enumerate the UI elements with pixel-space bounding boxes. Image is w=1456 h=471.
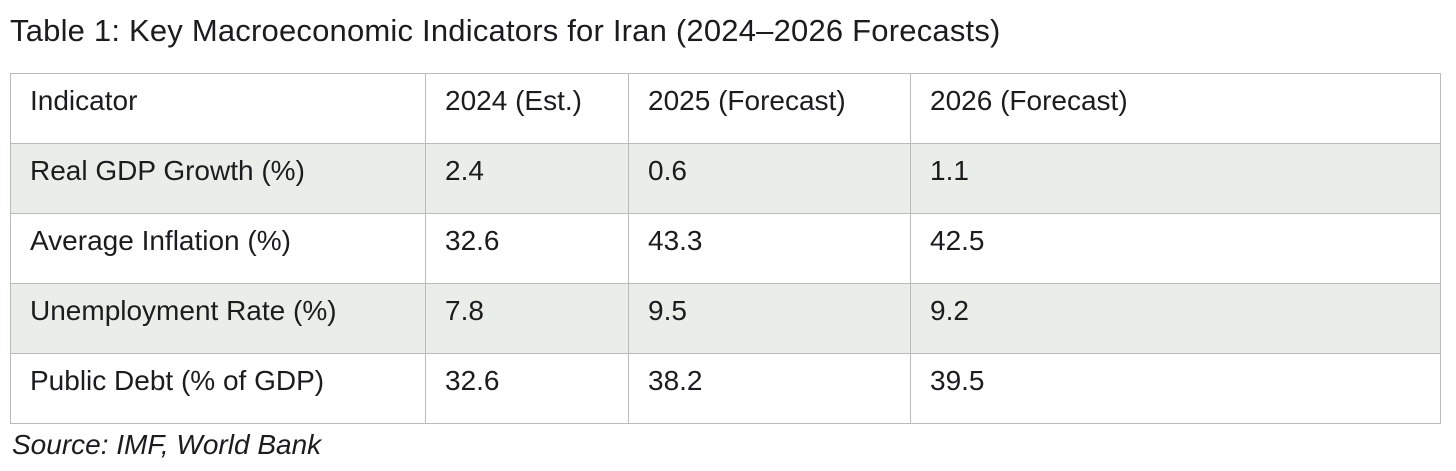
cell-indicator-label: Public Debt (% of GDP) [10,353,426,424]
cell-value-2026: 39.5 [910,353,1441,424]
cell-value-2026: 1.1 [910,143,1441,214]
column-header-2024: 2024 (Est.) [425,73,629,144]
table-row-real-gdp-growth: Real GDP Growth (%) 2.4 0.6 1.1 [10,143,1441,214]
cell-value-2025: 0.6 [628,143,911,214]
cell-indicator-label: Average Inflation (%) [10,213,426,284]
column-header-2025: 2025 (Forecast) [628,73,911,144]
column-header-2026: 2026 (Forecast) [910,73,1441,144]
cell-value-2024: 2.4 [425,143,629,214]
cell-indicator-label: Real GDP Growth (%) [10,143,426,214]
cell-value-2025: 43.3 [628,213,911,284]
macro-indicators-table: Indicator 2024 (Est.) 2025 (Forecast) 20… [10,73,1441,424]
column-header-indicator: Indicator [10,73,426,144]
cell-value-2024: 7.8 [425,283,629,354]
cell-value-2024: 32.6 [425,353,629,424]
cell-value-2025: 9.5 [628,283,911,354]
table-header-row: Indicator 2024 (Est.) 2025 (Forecast) 20… [10,73,1441,144]
table-row-unemployment-rate: Unemployment Rate (%) 7.8 9.5 9.2 [10,283,1441,354]
cell-value-2024: 32.6 [425,213,629,284]
cell-value-2026: 42.5 [910,213,1441,284]
cell-value-2026: 9.2 [910,283,1441,354]
cell-indicator-label: Unemployment Rate (%) [10,283,426,354]
cell-value-2025: 38.2 [628,353,911,424]
table-title: Table 1: Key Macroeconomic Indicators fo… [10,13,1001,48]
source-note: Source: IMF, World Bank [12,429,322,460]
table-row-average-inflation: Average Inflation (%) 32.6 43.3 42.5 [10,213,1441,284]
table-row-public-debt: Public Debt (% of GDP) 32.6 38.2 39.5 [10,353,1441,424]
